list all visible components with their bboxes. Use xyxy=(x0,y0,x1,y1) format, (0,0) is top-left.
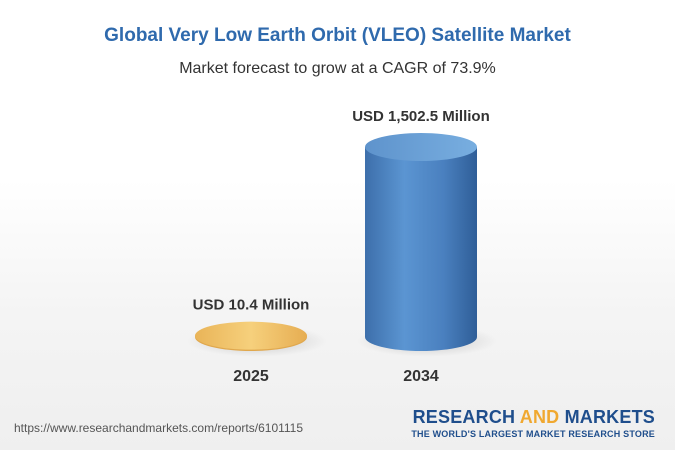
bar-2034 xyxy=(357,133,497,357)
brand-logo: RESEARCH AND MARKETS xyxy=(413,407,655,428)
logo-and: AND xyxy=(519,407,560,427)
category-label-2025: 2025 xyxy=(233,368,269,385)
chart-subtitle: Market forecast to grow at a CAGR of 73.… xyxy=(179,60,496,77)
chart-title: Global Very Low Earth Orbit (VLEO) Satel… xyxy=(104,25,571,46)
bar-top xyxy=(195,321,307,350)
category-label-2034: 2034 xyxy=(403,368,439,385)
data-label-2025: USD 10.4 Million xyxy=(193,297,310,314)
bar-top xyxy=(365,133,477,161)
data-label-2034: USD 1,502.5 Million xyxy=(352,108,490,125)
bar-2025 xyxy=(187,321,327,357)
logo-tagline: THE WORLD'S LARGEST MARKET RESEARCH STOR… xyxy=(411,429,655,439)
source-url[interactable]: https://www.researchandmarkets.com/repor… xyxy=(14,421,304,435)
logo-research: RESEARCH xyxy=(412,407,516,427)
logo-markets: MARKETS xyxy=(564,407,655,427)
bar-body xyxy=(365,147,477,351)
